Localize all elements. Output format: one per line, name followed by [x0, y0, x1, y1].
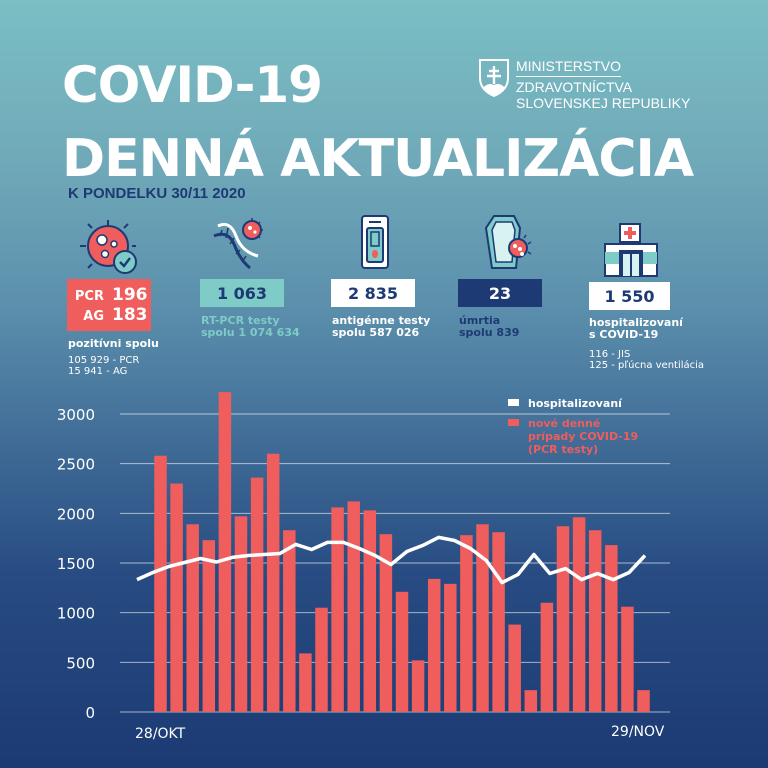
bar-day-2	[170, 483, 183, 712]
hospital-icon	[603, 222, 659, 282]
bar-day-31	[637, 690, 650, 712]
legend-label-hospitalized: hospitalizovaní	[528, 397, 623, 410]
pcr-value: 196	[112, 285, 148, 305]
positive-label: pozitívni spolu	[68, 337, 159, 350]
x-label-start: 28/OKT	[135, 726, 186, 742]
y-tick-1500: 1500	[57, 555, 95, 573]
legend-label-cases-1: nové denné	[528, 417, 600, 430]
ministry-line-2: ZDRAVOTNÍCTVA	[516, 79, 633, 95]
deaths-label: úmrtia	[459, 314, 501, 327]
date-subtitle: K PONDELKU 30/11 2020	[68, 185, 246, 202]
bar-day-6	[234, 516, 248, 712]
deaths-count-box: 23	[458, 279, 542, 307]
bar-day-7	[250, 477, 264, 712]
y-tick-1000: 1000	[57, 605, 95, 623]
bar-day-21	[476, 524, 489, 712]
antigen-count-box: 2 835	[331, 279, 415, 307]
bar-day-27	[572, 517, 586, 712]
rt-pcr-total: spolu 1 074 634	[201, 326, 300, 339]
bar-day-9	[283, 530, 296, 712]
y-tick-3000: 3000	[57, 406, 95, 424]
slovak-coat-of-arms-icon	[479, 59, 509, 98]
virus-check-icon	[78, 218, 142, 282]
ministry-line-3: SLOVENSKEJ REPUBLIKY	[516, 95, 691, 111]
dna-virus-icon	[210, 216, 270, 276]
bar-day-3	[186, 524, 199, 712]
title-covid: COVID-19	[62, 56, 323, 114]
antigen-label: antigénne testy	[332, 314, 431, 327]
bar-day-28	[588, 530, 602, 712]
y-tick-2500: 2500	[57, 456, 95, 474]
bar-day-18	[427, 578, 441, 712]
y-tick-0: 0	[85, 704, 95, 722]
bar-day-8	[266, 453, 280, 712]
ministry-line-1: MINISTERSTVO	[516, 58, 622, 77]
cases-chart: 0 500 1000 1500 2000 2500 3000 hospitalizovaní…	[57, 392, 670, 742]
hospitalized-label: hospitalizovaní	[589, 316, 683, 329]
bar-day-4	[202, 540, 216, 712]
positive-detail-pcr: 105 929 - PCR	[68, 355, 140, 366]
bar-day-12	[331, 507, 344, 712]
coffin-virus-icon	[484, 214, 534, 276]
legend-swatch-cases	[508, 419, 519, 426]
bar-day-17	[411, 660, 425, 712]
legend-swatch-hospitalized	[508, 399, 519, 406]
positive-count-box: PCR 196 AG 183	[67, 279, 151, 331]
rt-pcr-count-box: 1 063	[200, 279, 284, 307]
rt-pcr-label: RT-PCR testy	[201, 314, 280, 327]
bar-day-25	[540, 602, 554, 712]
bar-day-19	[444, 583, 457, 712]
rapid-test-icon	[360, 214, 390, 274]
bar-day-16	[395, 591, 409, 712]
bar-day-14	[363, 510, 377, 712]
bar-day-23	[508, 624, 521, 712]
y-tick-2000: 2000	[57, 505, 95, 523]
bar-day-10	[299, 653, 312, 712]
legend-label-cases-2: prípady COVID-19	[528, 430, 638, 443]
bar-day-29	[605, 545, 618, 712]
chart-legend: hospitalizovaní nové denné prípady COVID…	[508, 397, 638, 456]
antigen-total: spolu 587 026	[332, 326, 420, 339]
hospitalized-ventilation: 125 - pľúcna ventilácia	[589, 360, 705, 371]
hospitalized-sublabel: s COVID-19	[589, 328, 659, 341]
ministry-logo: MINISTERSTVO ZDRAVOTNÍCTVA SLOVENSKEJ RE…	[478, 58, 690, 111]
bar-day-13	[347, 501, 360, 712]
bar-day-24	[524, 690, 538, 712]
hospitalized-line	[136, 535, 647, 585]
hospitalized-count-box: 1 550	[589, 282, 670, 310]
y-tick-500: 500	[66, 654, 95, 672]
bar-day-30	[621, 606, 634, 712]
bar-day-26	[556, 526, 570, 712]
deaths-total: spolu 839	[459, 326, 520, 339]
bar-day-15	[379, 534, 393, 712]
positive-detail-ag: 15 941 - AG	[68, 366, 128, 377]
bar-day-1	[154, 455, 167, 712]
ag-label: AG	[83, 309, 104, 324]
bar-day-5	[218, 392, 232, 712]
pcr-label: PCR	[74, 289, 104, 304]
x-label-end: 29/NOV	[611, 724, 665, 740]
hospitalized-icu: 116 - JIS	[589, 349, 631, 360]
bar-day-22	[492, 532, 505, 712]
title-daily-update: DENNÁ AKTUALIZÁCIA	[62, 129, 694, 189]
legend-label-cases-3: (PCR testy)	[528, 443, 598, 456]
bar-day-11	[315, 607, 328, 712]
ag-value: 183	[112, 305, 148, 325]
bar-day-20	[460, 535, 473, 712]
